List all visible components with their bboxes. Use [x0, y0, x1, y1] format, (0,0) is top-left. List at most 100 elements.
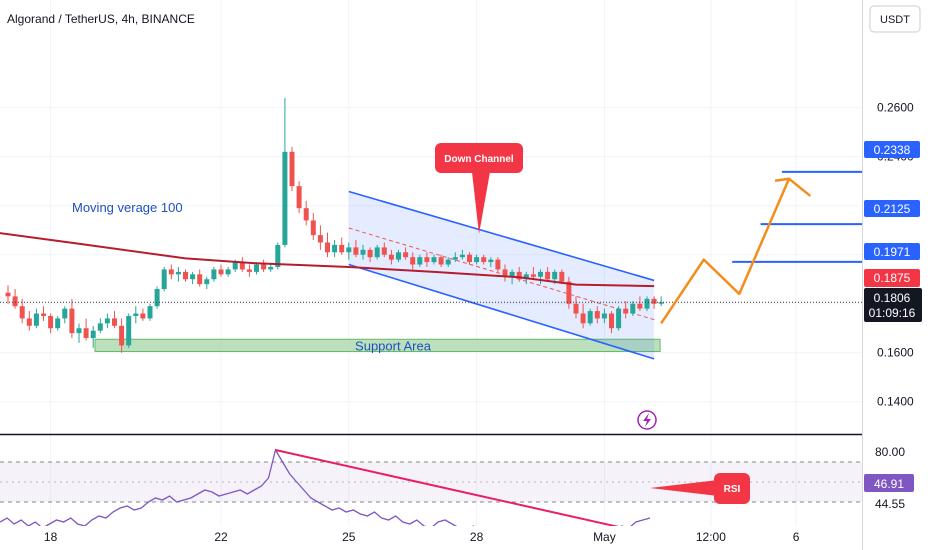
candle-body-71 [509, 271, 515, 277]
candle-body-59 [424, 257, 430, 263]
candle-body-26 [190, 274, 196, 280]
candle-body-19 [140, 313, 146, 319]
moving-average-label: Moving verage 100 [72, 200, 183, 215]
target-badge-2338-text: 0.2338 [874, 143, 911, 157]
candle-body-41 [296, 186, 302, 209]
target-badge-1971-text: 0.1971 [874, 245, 911, 259]
candle-body-76 [545, 271, 551, 280]
candle-body-37 [268, 266, 274, 270]
candle-body-27 [197, 274, 203, 285]
time-tick-1: 22 [214, 530, 228, 544]
chart-title: Algorand / TetherUS, 4h, BINANCE [7, 12, 195, 26]
rsi-tick-80: 80.00 [875, 445, 905, 459]
candle-body-22 [161, 269, 167, 290]
time-tick-3: 28 [470, 530, 484, 544]
candle-body-2 [19, 306, 25, 319]
candle-body-12 [90, 330, 96, 339]
candle-body-14 [104, 318, 110, 324]
candle-body-69 [495, 259, 501, 270]
candle-body-64 [459, 254, 465, 258]
candle-body-83 [594, 311, 600, 319]
candle-body-52 [374, 247, 380, 258]
candle-body-34 [246, 269, 252, 272]
candle-body-82 [587, 311, 593, 324]
candle-body-62 [445, 259, 451, 265]
candle-body-49 [353, 247, 359, 255]
candle-body-11 [83, 328, 89, 339]
horizontal-gridlines [0, 107, 862, 403]
target-badge-2125-text: 0.2125 [874, 202, 911, 216]
candle-body-20 [147, 306, 153, 319]
price-tick-0: 0.2600 [877, 101, 914, 115]
support-area-label: Support Area [355, 338, 432, 353]
candle-body-56 [403, 252, 409, 258]
candle-body-85 [609, 313, 614, 329]
time-tick-5: 12:00 [696, 530, 726, 544]
projection-path [660, 178, 791, 325]
time-tick-0: 18 [44, 530, 58, 544]
candle-body-28 [204, 279, 210, 285]
ma-value-badge-text: 0.1875 [874, 271, 911, 285]
candle-body-30 [218, 269, 224, 275]
time-axis[interactable] [0, 526, 862, 550]
candle-body-15 [112, 318, 117, 326]
candle-body-55 [396, 252, 401, 260]
candle-body-73 [523, 274, 529, 280]
price-badges: 0.1971 0.2125 0.2338 0.1875 0.1806 01:09… [864, 141, 922, 511]
candle-body-87 [623, 308, 629, 314]
candle-body-17 [126, 315, 132, 346]
candle-body-44 [317, 235, 323, 243]
candle-body-67 [481, 257, 487, 263]
candle-body-8 [62, 308, 68, 319]
ma-value-badge: 0.1875 [864, 269, 920, 287]
time-axis-tick-labels: 18 22 25 28 May 12:00 6 [44, 530, 800, 544]
price-tick-5: 0.1400 [877, 395, 914, 409]
time-tick-6: 6 [793, 530, 800, 544]
candle-body-38 [275, 244, 281, 267]
countdown-text: 01:09:16 [869, 306, 916, 320]
candle-body-7 [55, 318, 61, 329]
candle-body-60 [431, 257, 437, 263]
candle-body-90 [644, 298, 650, 309]
candle-body-29 [211, 269, 217, 280]
candle-body-3 [26, 318, 32, 326]
candles [5, 97, 664, 353]
currency-button[interactable]: USDT [869, 5, 921, 33]
channel-lower-line [348, 263, 655, 360]
last-price-badge-text: 0.1806 [874, 291, 911, 305]
candle-body-80 [573, 303, 579, 314]
candle-body-32 [232, 262, 238, 270]
candle-body-18 [133, 313, 139, 316]
candle-body-0 [5, 292, 11, 297]
rsi-callout-label: RSI [724, 484, 741, 495]
candle-body-5 [41, 313, 46, 316]
candle-body-1 [12, 296, 18, 307]
last-price-badge: 0.1806 01:09:16 [864, 288, 922, 322]
candle-body-81 [580, 313, 586, 324]
candle-body-42 [303, 208, 309, 221]
down-channel-label: Down Channel [444, 154, 514, 165]
candle-body-68 [488, 259, 494, 263]
lightning-bolt-icon[interactable] [637, 410, 657, 430]
down-channel-callout: Down Channel [435, 143, 523, 234]
time-tick-4: May [593, 530, 616, 544]
candle-body-77 [552, 271, 558, 280]
candle-body-31 [225, 269, 231, 275]
currency-button-label: USDT [880, 14, 910, 26]
candle-body-33 [239, 262, 245, 270]
vertical-gridlines [50, 0, 797, 526]
channel-upper-line [348, 190, 655, 282]
candle-body-39 [282, 151, 288, 245]
candle-body-16 [119, 325, 125, 346]
candle-body-24 [175, 271, 181, 275]
support-area [94, 338, 661, 352]
candle-body-63 [452, 257, 458, 260]
candle-body-75 [538, 271, 543, 277]
candle-body-36 [261, 264, 267, 270]
candle-body-4 [33, 313, 39, 326]
candle-body-65 [467, 254, 472, 263]
candle-body-46 [332, 244, 338, 253]
candle-body-70 [502, 269, 508, 277]
